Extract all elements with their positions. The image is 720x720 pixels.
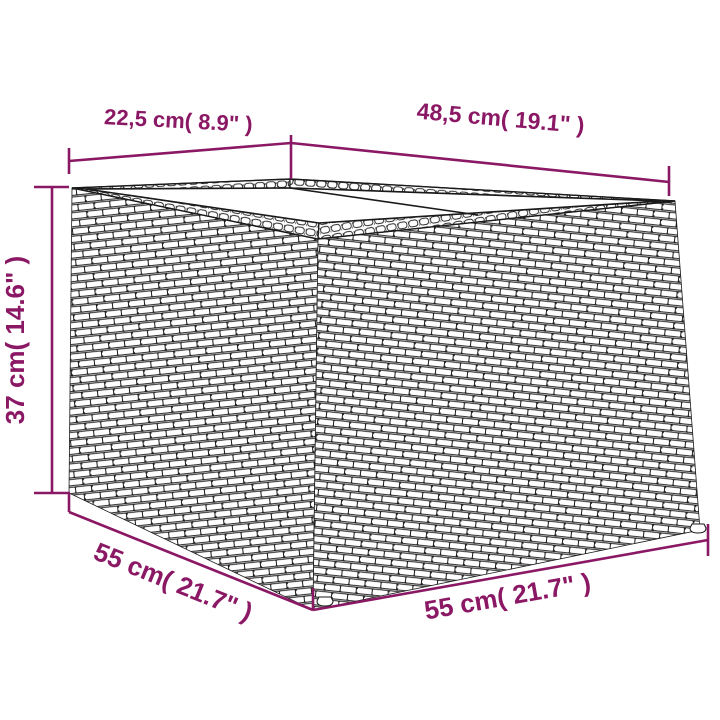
svg-text:37 cm( 14.6" ): 37 cm( 14.6" ) <box>0 256 30 424</box>
